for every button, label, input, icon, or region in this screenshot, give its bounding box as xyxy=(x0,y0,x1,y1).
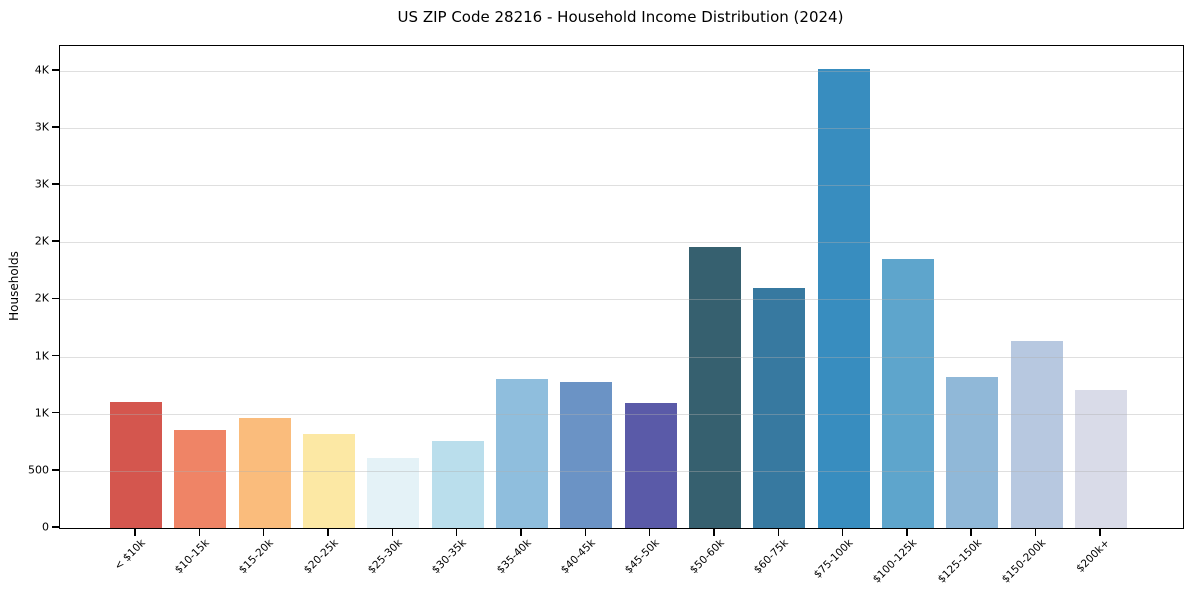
x-tick-mark xyxy=(584,528,587,536)
bar xyxy=(560,382,613,528)
x-tick-label: $60-75k xyxy=(751,537,791,577)
plot-area xyxy=(59,45,1184,529)
bar xyxy=(174,430,227,528)
y-tick-mark xyxy=(52,526,59,528)
x-tick-mark xyxy=(134,528,136,536)
x-tick-label: < $10k xyxy=(111,537,148,573)
bar xyxy=(688,246,741,528)
y-tick-label: 2K xyxy=(34,291,49,305)
chart-title: US ZIP Code 28216 - Household Income Dis… xyxy=(397,8,844,26)
gridline xyxy=(60,70,1183,72)
bar xyxy=(1010,341,1063,528)
x-tick-mark xyxy=(906,528,908,536)
x-tick-label: $100-125k xyxy=(870,537,920,586)
y-tick-mark xyxy=(52,69,59,71)
x-tick-mark xyxy=(262,528,265,536)
x-tick-label: $50-60k xyxy=(687,537,727,577)
x-tick-mark xyxy=(327,528,329,536)
y-tick-mark xyxy=(52,126,59,128)
x-tick-label: $45-50k xyxy=(623,537,663,577)
gridline xyxy=(60,413,1183,415)
x-tick-mark xyxy=(198,528,201,536)
y-tick-mark xyxy=(52,297,59,300)
x-tick-mark xyxy=(970,528,973,536)
x-tick-label: $25-30k xyxy=(365,537,405,577)
x-tick-label: $125-150k xyxy=(935,537,984,586)
bar xyxy=(881,259,934,528)
x-tick-mark xyxy=(648,528,651,536)
x-tick-mark xyxy=(455,528,458,536)
y-tick-label: 2K xyxy=(34,234,49,248)
x-tick-mark xyxy=(1034,528,1037,536)
gridline xyxy=(60,299,1183,301)
x-tick-mark xyxy=(777,528,780,536)
gridline xyxy=(60,242,1183,244)
x-tick-label: $10-15k xyxy=(172,537,212,577)
y-tick-mark xyxy=(52,183,59,185)
gridline xyxy=(60,127,1183,129)
y-tick-label: 3K xyxy=(34,177,49,191)
y-tick-label: 1K xyxy=(34,406,49,420)
x-tick-label: $75-100k xyxy=(811,537,856,581)
bar xyxy=(431,441,484,528)
gridline xyxy=(60,185,1183,187)
y-tick-mark xyxy=(52,469,59,471)
x-tick-mark xyxy=(713,528,715,536)
bar xyxy=(367,458,420,528)
x-tick-mark xyxy=(841,528,844,536)
gridline xyxy=(60,470,1183,472)
y-tick-label: 3K xyxy=(34,120,49,134)
x-tick-label: $15-20k xyxy=(237,537,277,577)
bar xyxy=(946,377,999,528)
y-tick-mark xyxy=(52,411,59,414)
x-tick-label: $40-45k xyxy=(558,537,598,577)
y-tick-label: 4K xyxy=(34,63,49,77)
y-tick-label: 1K xyxy=(34,349,49,363)
y-tick-mark xyxy=(52,240,59,243)
x-tick-label: $35-40k xyxy=(494,537,534,577)
bar xyxy=(495,378,548,528)
x-tick-mark xyxy=(520,528,522,536)
y-tick-label: 0 xyxy=(42,520,49,534)
bar xyxy=(1074,389,1127,528)
gridline xyxy=(60,356,1183,358)
y-tick-label: 500 xyxy=(28,463,49,477)
bar xyxy=(753,287,806,528)
bar xyxy=(238,418,291,528)
x-tick-label: $30-35k xyxy=(430,537,470,577)
x-tick-label: $200k+ xyxy=(1074,537,1113,575)
bar xyxy=(624,402,677,528)
x-tick-label: $150-200k xyxy=(999,537,1049,586)
y-tick-mark xyxy=(52,354,59,357)
x-tick-mark xyxy=(1099,528,1101,536)
x-tick-mark xyxy=(391,528,394,536)
bar xyxy=(110,401,162,528)
bar xyxy=(817,68,870,528)
bar xyxy=(302,434,355,528)
y-axis-label: Households xyxy=(7,251,21,321)
x-tick-label: $20-25k xyxy=(301,537,341,577)
